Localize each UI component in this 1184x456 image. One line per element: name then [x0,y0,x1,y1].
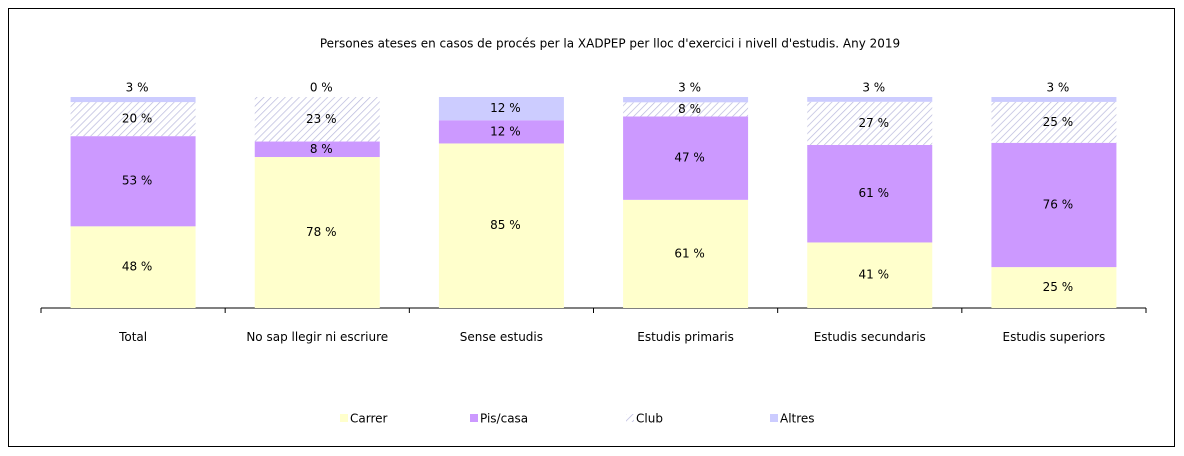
data-label: 76 % [1043,197,1074,211]
legend-swatch [626,414,634,422]
data-label: 8 % [310,142,333,156]
data-label: 85 % [490,218,521,232]
data-label: 3 % [678,81,701,95]
data-label: 3 % [126,81,149,95]
data-label: 27 % [859,116,890,130]
data-label: 61 % [674,246,705,260]
bar-segment [991,267,1117,308]
data-label: 48 % [122,260,153,274]
bar-segment [70,136,196,227]
bar-segment [991,142,1117,268]
chart-frame [8,8,1175,447]
data-label: 53 % [122,174,153,188]
bar-segment [807,97,933,102]
bar-segment [70,97,196,103]
data-label: 61 % [859,186,890,200]
bar-segment [623,199,749,308]
legend-label: Club [636,412,663,426]
chart-title: Persones ateses en casos de procés per l… [320,37,900,51]
bar-segment [438,120,564,144]
data-label: 8 % [678,102,701,116]
legend-label: Pis/casa [480,412,528,426]
bar-segment [254,141,380,158]
bar-segment [254,97,380,142]
bar-segment [623,97,749,103]
data-label: 12 % [490,124,521,138]
legend-swatch [770,414,778,422]
data-label: 12 % [490,101,521,115]
legend-label: Carrer [350,412,388,426]
x-tick-label: No sap llegir ni escriure [246,330,389,344]
data-label: 25 % [1043,280,1074,294]
data-label: 0 % [310,81,333,95]
x-tick-label: Total [119,330,148,344]
x-tick-label: Sense estudis [459,330,543,344]
legend-swatch [470,414,478,422]
data-label: 47 % [674,151,705,165]
bar-segment [70,102,196,137]
data-label: 20 % [122,112,153,126]
data-label: 3 % [862,81,885,95]
bar-segment [70,226,196,308]
data-label: 41 % [859,268,890,282]
bar-segment [991,101,1117,143]
data-label: 23 % [306,112,337,126]
bar-segment [807,101,933,145]
x-tick-label: Estudis superiors [1002,330,1106,344]
bar-segment [438,143,564,308]
x-tick-label: Estudis primaris [637,330,734,344]
bar-segment [807,242,933,308]
bar-segment [807,144,933,243]
data-label: 3 % [1046,81,1069,95]
bar-segment [623,102,749,117]
bar-segment [438,97,564,121]
bar-segment [991,97,1117,102]
x-tick-label: Estudis secundaris [813,330,926,344]
legend-swatch [340,414,348,422]
bar-segment [254,157,380,308]
bar-segment [623,116,749,200]
legend-label: Altres [780,412,815,426]
data-label: 78 % [306,225,337,239]
data-label: 25 % [1043,115,1074,129]
